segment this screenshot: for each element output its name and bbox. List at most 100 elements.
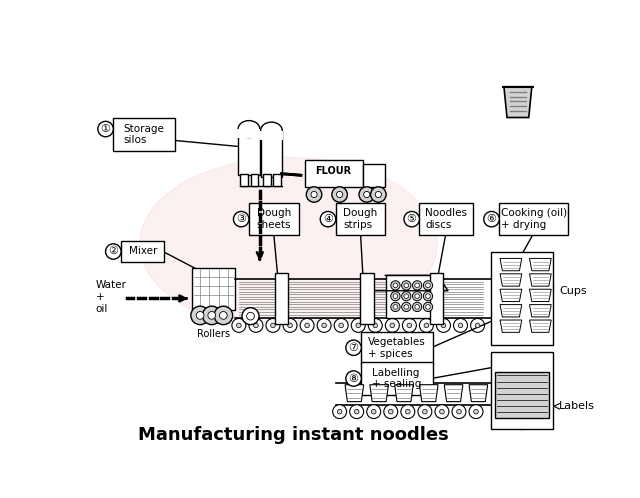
Polygon shape <box>529 274 551 286</box>
Circle shape <box>393 294 397 298</box>
Circle shape <box>368 319 382 332</box>
Circle shape <box>356 323 360 328</box>
Circle shape <box>320 212 336 227</box>
Text: Storage
silos: Storage silos <box>124 124 164 145</box>
Circle shape <box>242 308 259 325</box>
Circle shape <box>359 187 374 202</box>
Text: ⑦: ⑦ <box>349 343 358 353</box>
Circle shape <box>208 312 216 319</box>
Circle shape <box>246 312 254 320</box>
Circle shape <box>202 306 221 325</box>
Polygon shape <box>345 384 364 402</box>
Text: Labels: Labels <box>559 401 595 411</box>
FancyBboxPatch shape <box>419 203 473 236</box>
Circle shape <box>307 187 322 202</box>
Circle shape <box>426 283 430 288</box>
Polygon shape <box>444 384 463 402</box>
Circle shape <box>404 305 408 309</box>
FancyBboxPatch shape <box>429 273 444 324</box>
Text: Dough
strips: Dough strips <box>344 208 378 230</box>
Circle shape <box>391 281 400 290</box>
FancyBboxPatch shape <box>237 129 260 138</box>
FancyBboxPatch shape <box>491 252 553 345</box>
Circle shape <box>232 319 246 332</box>
Polygon shape <box>370 384 388 402</box>
Circle shape <box>423 281 433 290</box>
Circle shape <box>234 212 249 227</box>
Circle shape <box>407 323 412 328</box>
FancyBboxPatch shape <box>491 353 553 429</box>
Circle shape <box>98 122 113 137</box>
Polygon shape <box>504 87 532 118</box>
Circle shape <box>404 283 408 288</box>
Circle shape <box>452 405 466 419</box>
Polygon shape <box>419 384 438 402</box>
Circle shape <box>283 319 297 332</box>
Circle shape <box>266 319 280 332</box>
FancyBboxPatch shape <box>249 203 298 236</box>
Circle shape <box>375 191 381 198</box>
FancyBboxPatch shape <box>275 273 289 324</box>
Polygon shape <box>500 274 522 286</box>
Circle shape <box>337 191 343 198</box>
Circle shape <box>393 305 397 309</box>
FancyBboxPatch shape <box>241 174 248 186</box>
FancyBboxPatch shape <box>305 160 363 187</box>
Circle shape <box>373 323 378 328</box>
Polygon shape <box>529 305 551 317</box>
Circle shape <box>404 294 408 298</box>
Circle shape <box>484 212 499 227</box>
Circle shape <box>349 405 364 419</box>
Circle shape <box>440 409 444 414</box>
Circle shape <box>415 294 419 298</box>
FancyBboxPatch shape <box>121 242 164 261</box>
FancyBboxPatch shape <box>362 332 433 364</box>
Circle shape <box>423 291 433 301</box>
Circle shape <box>401 405 415 419</box>
Text: Cups: Cups <box>559 286 587 296</box>
Circle shape <box>364 191 370 198</box>
Polygon shape <box>500 289 522 302</box>
Circle shape <box>412 281 422 290</box>
Circle shape <box>271 323 275 328</box>
Circle shape <box>355 409 359 414</box>
Circle shape <box>403 319 417 332</box>
Polygon shape <box>469 384 488 402</box>
Text: ②: ② <box>108 247 118 256</box>
Circle shape <box>322 323 326 328</box>
Circle shape <box>441 323 446 328</box>
Text: ④: ④ <box>323 214 333 224</box>
Circle shape <box>418 405 432 419</box>
Text: ⑤: ⑤ <box>406 214 417 224</box>
Circle shape <box>351 319 365 332</box>
FancyBboxPatch shape <box>362 363 433 395</box>
FancyBboxPatch shape <box>386 275 436 318</box>
Circle shape <box>196 312 204 319</box>
FancyBboxPatch shape <box>499 203 568 236</box>
Circle shape <box>457 409 461 414</box>
FancyBboxPatch shape <box>336 203 385 236</box>
Circle shape <box>339 323 344 328</box>
Circle shape <box>311 191 317 198</box>
FancyBboxPatch shape <box>363 164 385 187</box>
Text: FLOUR: FLOUR <box>316 166 351 176</box>
Circle shape <box>422 409 428 414</box>
Circle shape <box>106 244 121 259</box>
Text: Vegetables
+ spices: Vegetables + spices <box>368 337 426 359</box>
Polygon shape <box>529 320 551 332</box>
Circle shape <box>390 323 395 328</box>
Circle shape <box>406 409 410 414</box>
Polygon shape <box>500 320 522 332</box>
Circle shape <box>391 302 400 312</box>
Circle shape <box>424 323 429 328</box>
Circle shape <box>415 305 419 309</box>
Ellipse shape <box>260 122 282 139</box>
Circle shape <box>426 294 430 298</box>
Text: Rollers: Rollers <box>197 329 230 339</box>
Circle shape <box>191 306 209 325</box>
FancyBboxPatch shape <box>238 129 260 175</box>
Circle shape <box>337 409 342 414</box>
Circle shape <box>288 323 292 328</box>
Text: Noodles
discs: Noodles discs <box>425 208 467 230</box>
FancyBboxPatch shape <box>360 273 374 324</box>
